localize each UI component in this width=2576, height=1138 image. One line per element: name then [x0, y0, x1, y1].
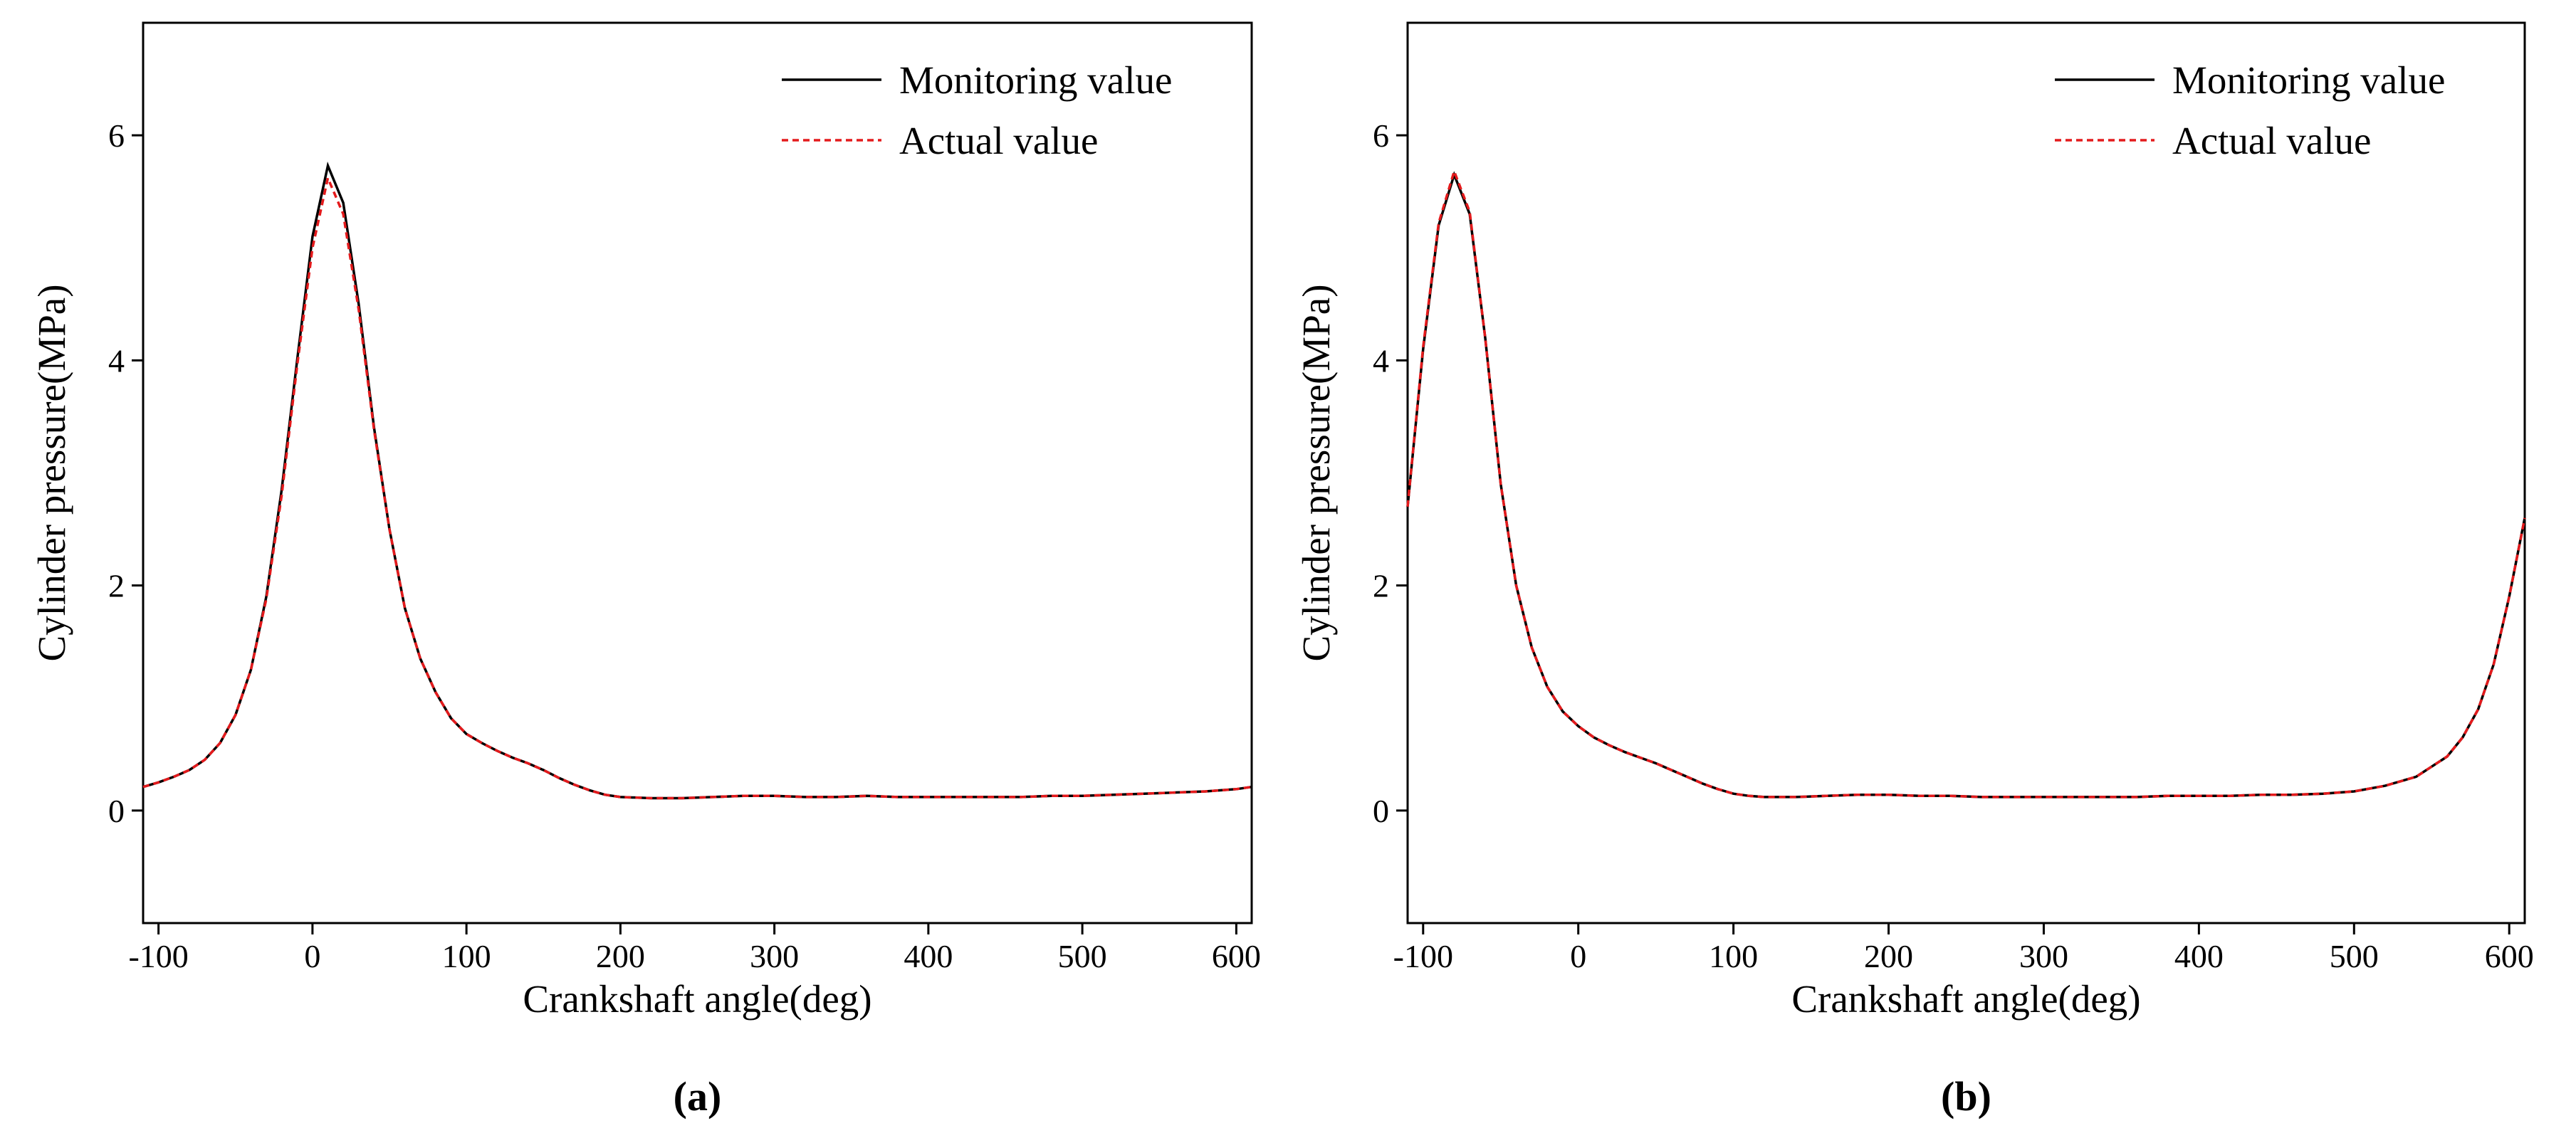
x-axis-label: Crankshaft angle(deg)	[1791, 977, 2140, 1021]
legend-label: Monitoring value	[899, 58, 1172, 102]
y-axis-label: Cylinder pressure(MPa)	[1294, 284, 1338, 661]
x-tick-label: 600	[1212, 938, 1261, 974]
y-tick-label: 2	[1373, 568, 1389, 604]
y-tick-label: 6	[108, 117, 125, 154]
x-tick-label: 100	[442, 938, 491, 974]
x-tick-label: 400	[2174, 938, 2224, 974]
legend-label: Actual value	[899, 119, 1098, 162]
x-tick-label: 200	[1864, 938, 1913, 974]
plot-frame	[142, 21, 1253, 924]
series-line	[1406, 171, 2526, 799]
plot-frame	[1406, 21, 2526, 924]
x-tick-label: -100	[1393, 938, 1453, 974]
series-line	[142, 161, 1252, 800]
x-tick-label: 500	[2330, 938, 2379, 974]
x-tick-label: 600	[2485, 938, 2534, 974]
x-tick-label: 0	[304, 938, 320, 974]
x-tick-label: 500	[1058, 938, 1107, 974]
y-tick-label: 4	[108, 342, 125, 379]
y-tick-label: 0	[108, 793, 125, 829]
x-tick-label: 0	[1570, 938, 1586, 974]
legend-label: Monitoring value	[2172, 58, 2445, 102]
x-tick-label: 200	[596, 938, 645, 974]
y-tick-label: 6	[1373, 117, 1389, 154]
panel-label: (b)	[1941, 1073, 1991, 1119]
x-axis-label: Crankshaft angle(deg)	[523, 977, 871, 1021]
x-tick-label: 300	[2019, 938, 2068, 974]
x-tick-label: 100	[1709, 938, 1758, 974]
y-tick-label: 4	[1373, 342, 1389, 379]
x-tick-label: -100	[128, 938, 188, 974]
y-tick-label: 0	[1373, 793, 1389, 829]
x-tick-label: 300	[750, 938, 799, 974]
y-axis-label: Cylinder pressure(MPa)	[30, 284, 73, 661]
y-tick-label: 2	[108, 568, 125, 604]
legend-label: Actual value	[2172, 119, 2371, 162]
series-line	[1406, 167, 2526, 799]
panel-label: (a)	[674, 1073, 722, 1119]
x-tick-label: 400	[904, 938, 953, 974]
series-line	[142, 174, 1252, 800]
